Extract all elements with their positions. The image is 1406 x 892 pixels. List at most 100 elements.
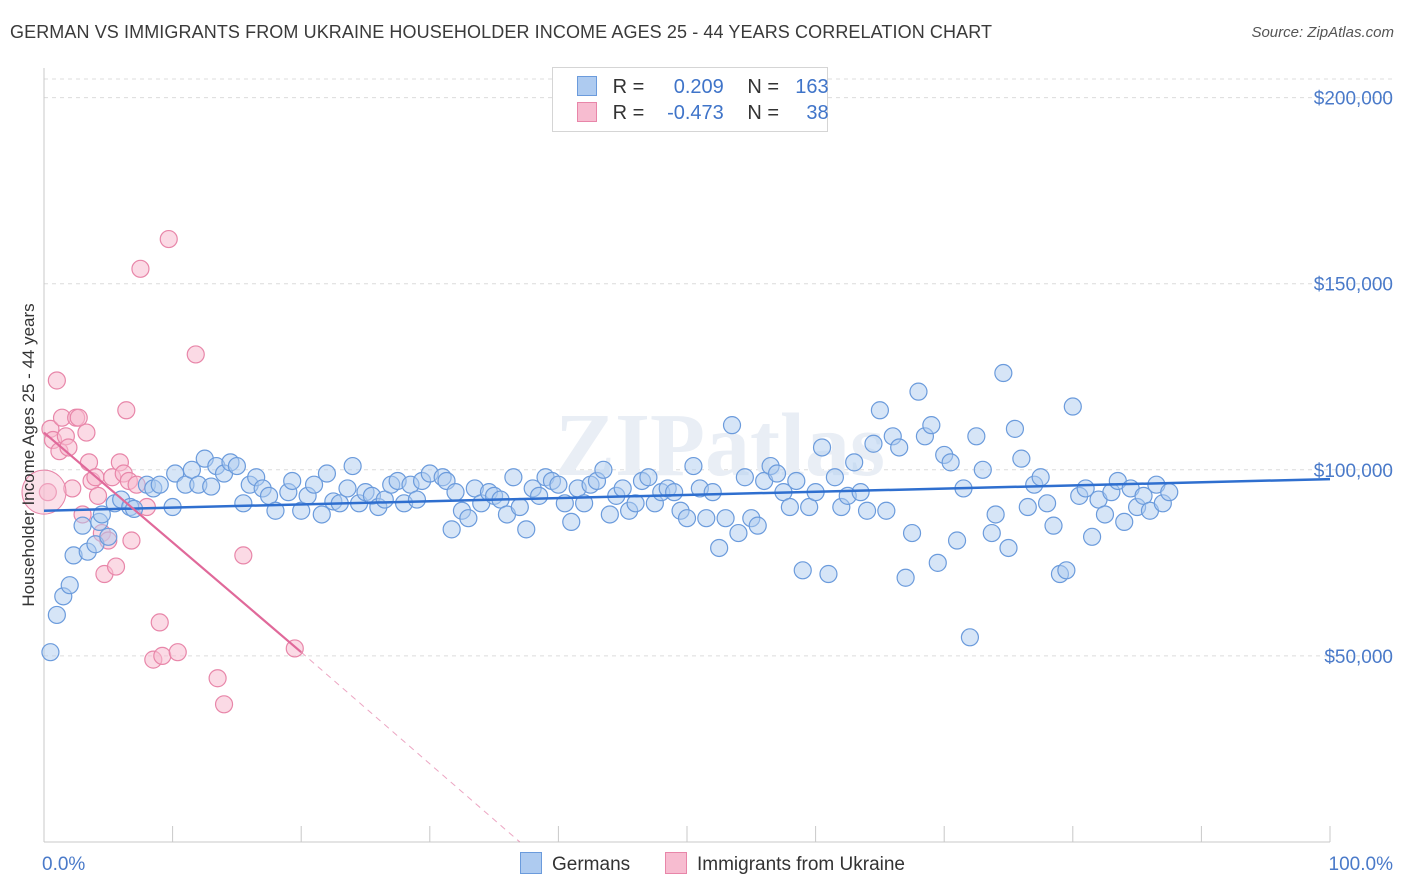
y-axis-label: Householder Income Ages 25 - 44 years — [19, 303, 38, 606]
germans-point — [47, 605, 66, 625]
germans-point — [549, 475, 568, 494]
germans-point — [317, 464, 337, 483]
legend-r-value: 0.209 — [673, 76, 724, 98]
germans-point — [1082, 527, 1102, 546]
germans-point — [890, 438, 909, 457]
germans-point — [780, 497, 799, 517]
germans-point — [446, 483, 465, 502]
legend-swatch-blue — [520, 852, 542, 874]
germans-point — [1031, 468, 1050, 487]
legend-row-ukraine: R = -0.473 N = 38 — [577, 102, 829, 128]
germans-point — [613, 479, 632, 498]
ukraine-trend-extension — [300, 651, 521, 843]
ukraine-point — [153, 646, 172, 666]
ukraine-point — [214, 695, 234, 714]
germans-trend-line — [43, 477, 1331, 512]
legend-n-value: 163 — [795, 76, 829, 98]
legend-r-value: -0.473 — [667, 102, 724, 124]
germans-point — [343, 456, 362, 476]
germans-point — [986, 505, 1005, 524]
y-tick-label: $200,000 — [1314, 89, 1393, 110]
germans-point — [304, 475, 324, 494]
germans-point — [684, 456, 703, 476]
germans-point — [697, 509, 716, 528]
ukraine-point — [88, 486, 108, 505]
germans-point — [99, 527, 118, 546]
germans-point — [999, 538, 1018, 558]
germans-point — [594, 460, 613, 479]
germans-point — [227, 456, 246, 476]
germans-point — [960, 628, 980, 647]
chart-title: GERMAN VS IMMIGRANTS FROM UKRAINE HOUSEH… — [10, 22, 993, 42]
ukraine-point — [234, 546, 253, 565]
germans-points — [41, 363, 1179, 662]
germans-point — [150, 475, 169, 494]
germans-point — [504, 468, 523, 487]
ukraine-point-large — [21, 469, 67, 515]
y-tick-label: $50,000 — [1324, 647, 1393, 668]
germans-point — [234, 494, 253, 513]
legend-n-value: 38 — [806, 102, 829, 124]
germans-point — [864, 434, 883, 453]
germans-point — [442, 520, 461, 539]
germans-point — [877, 501, 896, 520]
x-tick-label-min: 0.0% — [42, 854, 85, 875]
germans-point — [312, 505, 331, 524]
germans-point — [202, 477, 221, 496]
germans-point — [819, 564, 838, 584]
germans-point — [947, 531, 967, 550]
germans-point — [729, 523, 748, 543]
germans-point — [1005, 419, 1025, 438]
ukraine-point — [186, 345, 205, 364]
germans-point — [896, 568, 915, 587]
germans-point — [941, 453, 960, 472]
germans-point — [787, 471, 806, 491]
germans-point — [735, 468, 754, 487]
germans-point — [973, 460, 992, 479]
ukraine-point — [131, 259, 150, 278]
germans-point — [857, 501, 877, 520]
germans-point — [407, 490, 427, 509]
germans-point — [266, 501, 285, 520]
axis-layer: $50,000 $100,000 $150,000 $200,000 — [43, 68, 1393, 843]
legend-swatch-pink — [577, 102, 597, 122]
germans-point — [967, 427, 986, 446]
germans-point — [922, 416, 941, 435]
ukraine-point — [106, 557, 126, 576]
x-tick-label-max: 100.0% — [1329, 854, 1394, 875]
germans-point — [41, 643, 60, 662]
legend-n-label: N = — [747, 102, 780, 124]
germans-point — [722, 416, 742, 435]
germans-point — [1160, 483, 1179, 502]
ukraine-point — [117, 401, 136, 420]
germans-point — [703, 483, 722, 502]
germans-point — [748, 516, 767, 535]
germans-point — [825, 468, 844, 487]
ukraine-point — [38, 483, 57, 502]
germans-point — [677, 509, 697, 528]
germans-point — [1063, 397, 1082, 416]
bottom-legend-ukraine: Immigrants from Ukraine — [665, 852, 905, 876]
y-tick-label: $100,000 — [1314, 461, 1393, 482]
ukraine-point — [168, 643, 187, 662]
germans-point — [928, 553, 947, 572]
legend-r-label: R = — [612, 102, 645, 124]
germans-point — [982, 523, 1001, 543]
legend-n-label: N = — [747, 76, 780, 98]
germans-point — [909, 382, 928, 401]
germans-point — [1115, 512, 1134, 532]
germans-point — [1057, 561, 1076, 580]
ukraine-trend-line — [43, 431, 302, 654]
germans-point — [600, 505, 619, 524]
ukraine-point — [63, 479, 82, 498]
germans-point — [851, 483, 870, 502]
ukraine-point — [47, 371, 66, 390]
legend-row-germans: R = 0.209 N = 163 — [577, 76, 829, 102]
germans-point — [1012, 449, 1031, 468]
germans-point — [1037, 494, 1057, 513]
ukraine-point — [122, 531, 141, 550]
y-tick-label: $150,000 — [1314, 275, 1393, 296]
legend-label-germans: Germans — [552, 854, 631, 875]
germans-point — [870, 401, 890, 420]
germans-point — [639, 468, 658, 487]
